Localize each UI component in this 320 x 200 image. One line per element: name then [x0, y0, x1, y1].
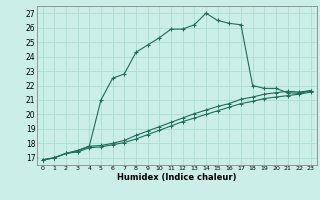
X-axis label: Humidex (Indice chaleur): Humidex (Indice chaleur)	[117, 173, 236, 182]
